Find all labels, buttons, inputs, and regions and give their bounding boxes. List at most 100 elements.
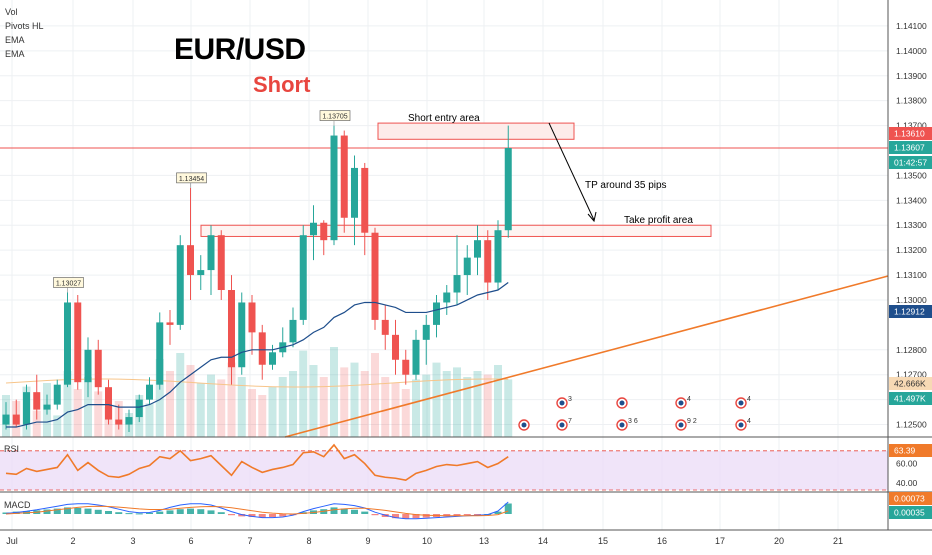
macd-histogram-bar [105,511,112,514]
time-tick-label: 14 [538,536,548,546]
short-entry-zone [377,122,575,140]
price-tick-label: 1.13500 [896,170,927,180]
macd-histogram-bar [217,512,225,514]
price-badge-text: 1.12912 [894,307,925,317]
volume-bar [84,377,92,437]
event-marker-dot [559,400,565,406]
candle-body [258,332,266,365]
candle-body [402,359,410,375]
rsi-line [5,443,509,482]
macd-label[interactable]: MACD [4,500,31,510]
time-tick-label: 13 [479,536,489,546]
volume-bar [207,374,215,437]
price-tick-label: 1.13000 [896,295,927,305]
macd-line [5,501,509,520]
price-tick-label: 1.13200 [896,245,927,255]
volume-bar [176,353,185,437]
indicator-label-ema-2[interactable]: EMA [5,49,25,59]
event-marker-dot [559,422,565,428]
time-tick-label: 6 [188,536,193,546]
price-tick-label: 1.13700 [896,121,927,131]
rsi-band [0,450,888,490]
volume-bar [494,365,502,437]
trendline [284,275,889,438]
macd-histogram-bar [340,508,348,514]
macd-histogram-bar [84,508,92,514]
ascending-trendline [284,275,889,438]
macd-histogram-bar [125,513,133,515]
candle-body [392,334,399,360]
macd-histogram-bar [453,514,461,516]
rsi-pane [0,443,888,491]
candle-body [146,384,153,400]
macd-histogram-bar [361,511,369,514]
price-tick-label: 1.13800 [896,96,927,106]
macd-histogram-bar [351,509,358,514]
volume-bar [391,383,400,437]
indicator-label-vol[interactable]: Vol [5,7,18,17]
macd-histogram-bar [146,512,153,514]
candle-body [105,387,112,420]
macd-histogram-bar [176,509,184,514]
macd-histogram-bar [463,514,471,516]
candle-body [504,148,512,231]
candle-body [433,302,440,325]
indicator-label-ema[interactable]: EMA [5,35,25,45]
volume-bar [463,377,472,437]
candle-body [422,324,430,340]
macd-histogram-bar [402,514,410,519]
macd-histogram-bar [504,503,512,514]
arrow-head [587,211,597,223]
price-tick-label: 1.12700 [896,370,927,380]
indicator-label-pivots[interactable]: Pivots HL [5,21,44,31]
volume-bar [145,403,154,437]
time-tick-label: 15 [598,536,608,546]
event-marker-dot [619,400,625,406]
macd-histogram-bar [330,507,338,514]
candle-body [53,384,61,405]
macd-histogram-bar [94,509,102,514]
price-tick-label: 1.12500 [896,420,927,430]
time-tick-label: 10 [422,536,432,546]
candle-body [23,392,30,425]
volume-bar [330,347,338,437]
candle-body [351,167,358,218]
price-tick-label: 1.12800 [896,345,927,355]
volume-bar [473,371,482,437]
macd-histogram-bar [289,514,297,516]
pivot-label-box [53,277,84,288]
price-badge [889,156,932,169]
candle-body [33,392,41,410]
price-axis: 1.14100 1.14000 1.13900 1.13800 1.13700 1.135… [0,0,932,531]
macd-histogram-bar [197,509,205,514]
time-tick-label: 21 [833,536,843,546]
price-badge [889,127,932,140]
volume-bar [422,374,431,437]
event-marker-dot [738,400,744,406]
candle-body [64,302,71,385]
macd-histogram-bar [187,508,194,514]
rsi-tick-label: 60.00 [896,459,918,469]
macd-histogram-bar [279,514,287,517]
volume-bar [289,371,297,437]
candle-body [166,322,174,325]
event-marker-count: 3 6 [628,418,638,425]
candle-body [330,135,338,241]
chart-title: EUR/USD [174,33,306,66]
candle-body [74,302,82,383]
macd-histogram-bar [412,514,420,519]
tp-note-label: TP around 35 pips [585,180,667,191]
time-tick-label: 17 [715,536,725,546]
rsi-label[interactable]: RSI [4,444,20,454]
ema-line [6,282,509,428]
annotations: Short entry area TP around 35 pips Take pr… [408,113,693,226]
macd-histogram-bar [494,511,502,514]
ema-line [6,282,509,428]
candle-body [94,349,102,388]
volume-bar [360,371,369,437]
price-badge [889,141,932,154]
volume-bar [94,391,103,437]
candle-body [238,302,246,368]
